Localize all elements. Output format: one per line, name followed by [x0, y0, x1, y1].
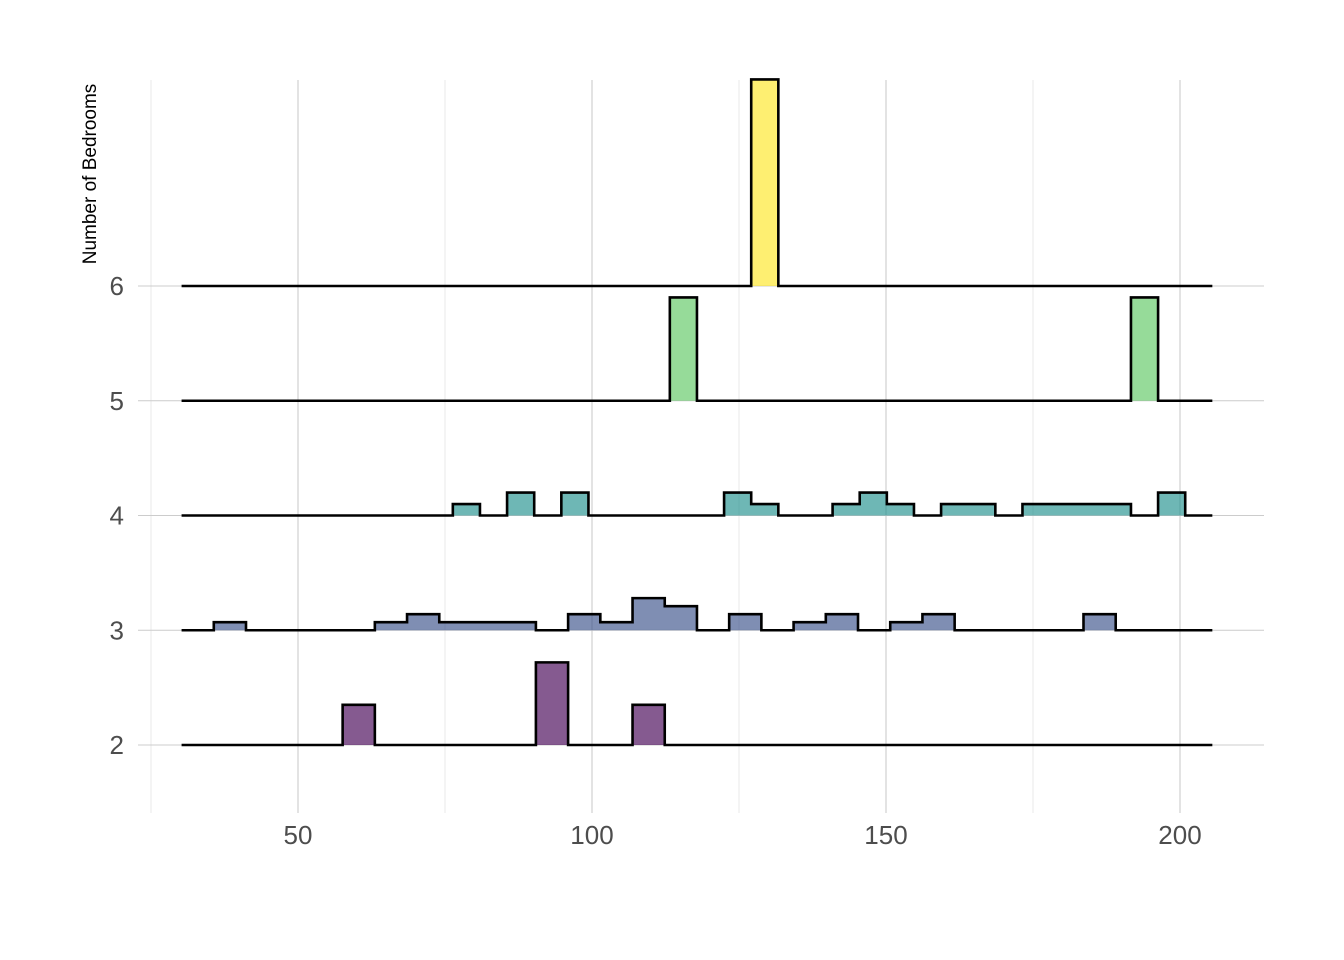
y-tick-label: 3 [110, 615, 124, 645]
ridge-outline-5 [181, 296, 1213, 403]
x-tick-label: 50 [284, 820, 313, 850]
ridge-outline-2 [181, 661, 1213, 747]
y-tick-label: 2 [110, 730, 124, 760]
ridges [181, 78, 1213, 747]
y-tick-label: 6 [110, 271, 124, 301]
ridge-outline-6 [181, 78, 1213, 288]
y-tick-label: 4 [110, 501, 124, 531]
x-tick-label: 100 [570, 820, 613, 850]
y-axis-title: Number of Bedrooms [80, 84, 101, 265]
y-tick-label: 5 [110, 386, 124, 416]
ridge-fill-6 [181, 79, 1213, 286]
x-tick-labels: 50 100 150 200 [284, 820, 1202, 850]
ridge-outline-3 [181, 596, 1213, 632]
x-tick-label: 200 [1158, 820, 1201, 850]
gridlines [138, 80, 1264, 813]
ridge-fill-2 [181, 662, 1213, 745]
ridge-outline-4 [181, 491, 1213, 517]
x-tick-label: 150 [864, 820, 907, 850]
y-tick-labels: 2 3 4 5 6 [110, 271, 124, 760]
ridge-fill-4 [181, 492, 1213, 516]
